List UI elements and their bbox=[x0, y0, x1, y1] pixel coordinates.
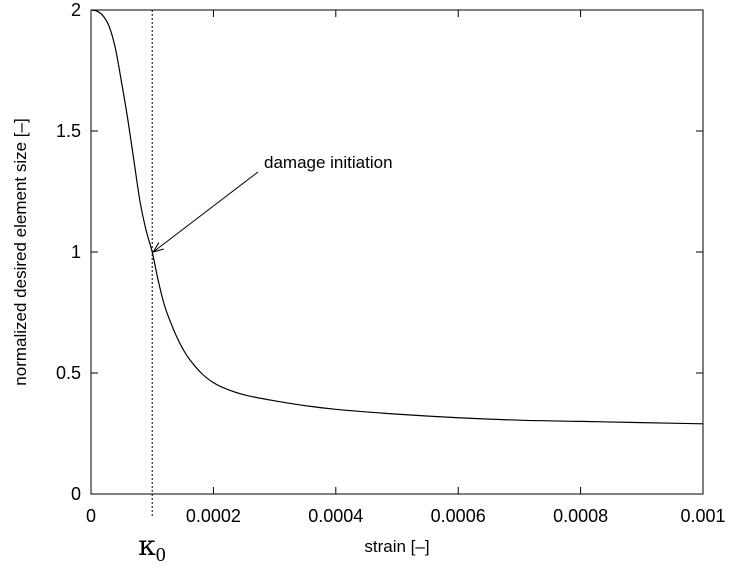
annotation-label: damage initiation bbox=[264, 153, 393, 172]
x-tick-label: 0 bbox=[86, 506, 96, 526]
x-tick-label: 0.001 bbox=[680, 506, 725, 526]
y-tick-label: 2 bbox=[71, 0, 81, 20]
kappa-symbol: κ bbox=[138, 529, 156, 562]
annotation-arrowhead bbox=[152, 242, 164, 253]
x-tick-label: 0.0008 bbox=[553, 506, 608, 526]
x-tick-label: 0.0006 bbox=[431, 506, 486, 526]
y-axis-label: normalized desired element size [–] bbox=[11, 118, 30, 385]
kappa0-label: κ0 bbox=[138, 529, 166, 566]
x-axis-label: strain [–] bbox=[364, 537, 429, 556]
y-tick-label: 1.5 bbox=[56, 121, 81, 141]
tick-marks bbox=[90, 9, 704, 495]
plot-frame bbox=[90, 9, 704, 495]
series-line bbox=[90, 9, 704, 425]
y-tick-labels: 0 0.5 1 1.5 2 bbox=[56, 0, 81, 504]
x-tick-label: 0.0004 bbox=[308, 506, 363, 526]
annotation: damage initiation bbox=[152, 153, 393, 253]
x-tick-label: 0.0002 bbox=[186, 506, 241, 526]
y-tick-label: 1 bbox=[71, 242, 81, 262]
annotation-arrow bbox=[152, 171, 259, 253]
y-tick-label: 0 bbox=[71, 484, 81, 504]
x-tick-labels: 0 0.0002 0.0004 0.0006 0.0008 0.001 bbox=[86, 506, 726, 526]
y-tick-label: 0.5 bbox=[56, 363, 81, 383]
kappa-subscript: 0 bbox=[156, 544, 166, 566]
